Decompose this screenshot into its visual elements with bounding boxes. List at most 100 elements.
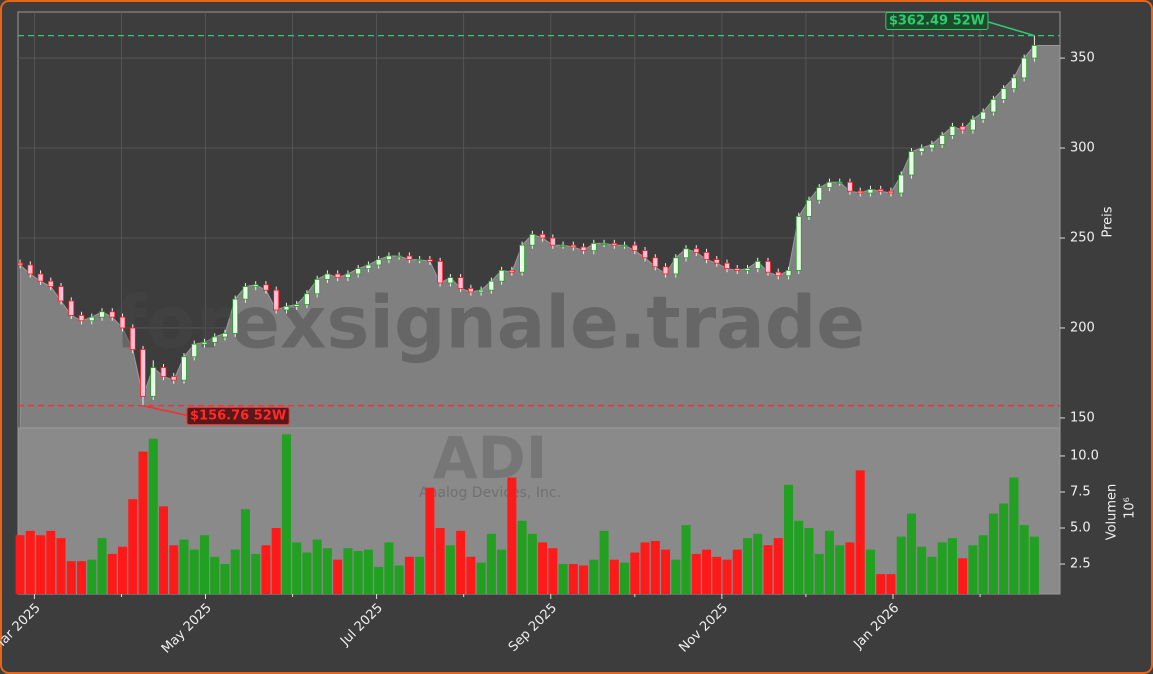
- candle-body: [621, 244, 628, 247]
- volume-bar: [107, 553, 117, 594]
- volume-bar: [230, 549, 240, 594]
- volume-bar: [773, 538, 783, 594]
- volume-bar: [855, 470, 865, 594]
- volume-bar: [435, 528, 445, 594]
- candle-body: [160, 367, 167, 377]
- candle-body: [252, 284, 259, 287]
- volume-bar: [384, 542, 394, 594]
- candle-body: [724, 262, 730, 269]
- volume-bar: [486, 533, 496, 594]
- volume-bar: [333, 559, 343, 594]
- y-tick-label: 300: [1070, 141, 1095, 156]
- candle-body: [201, 341, 208, 345]
- volume-bar: [794, 520, 804, 594]
- candle-body: [765, 260, 771, 273]
- company-watermark: Analog Devices, Inc.: [419, 485, 561, 501]
- volume-bar: [681, 525, 691, 594]
- candle-body: [795, 216, 802, 271]
- volume-bar: [138, 451, 148, 594]
- volume-bar: [824, 530, 834, 594]
- volume-bar: [281, 434, 291, 594]
- candle-body: [150, 367, 157, 397]
- candle-body: [529, 233, 536, 246]
- y2-axis-label: Volumen: [1105, 484, 1120, 541]
- volume-bar: [558, 564, 568, 594]
- volume-bar: [56, 538, 66, 594]
- annotation-label: $362.49 52W: [889, 14, 985, 29]
- volume-bar: [640, 542, 650, 594]
- volume-bar: [353, 551, 363, 594]
- candle-body: [703, 251, 710, 260]
- candle-body: [898, 174, 905, 194]
- candle-body: [570, 244, 577, 248]
- candle-body: [908, 151, 915, 176]
- candle-body: [836, 181, 843, 184]
- candle-body: [78, 314, 85, 322]
- volume-bar: [302, 552, 312, 594]
- volume-bar: [691, 553, 701, 594]
- candle-body: [970, 118, 976, 131]
- candle-body: [877, 189, 884, 192]
- candle-body: [488, 280, 495, 291]
- volume-bar: [445, 545, 455, 594]
- candle-body: [816, 187, 823, 201]
- candle-body: [263, 284, 269, 291]
- candle-body: [437, 260, 444, 284]
- volume-bar: [128, 499, 138, 594]
- candle-body: [170, 376, 177, 381]
- watermark: forexsignale.trade: [115, 281, 865, 365]
- candle-body: [447, 277, 454, 284]
- volume-bar: [1029, 536, 1039, 594]
- y2-tick-label: 5.0: [1070, 521, 1091, 536]
- candle-body: [549, 237, 556, 246]
- volume-bar: [363, 549, 373, 594]
- candle-body: [785, 269, 792, 277]
- candle-body: [683, 248, 689, 259]
- volume-bar: [630, 552, 640, 594]
- volume-bar: [322, 548, 332, 594]
- annotation-box: [186, 407, 290, 425]
- symbol-watermark: ADI: [433, 424, 548, 492]
- volume-bar: [118, 546, 128, 594]
- candle-body: [631, 244, 638, 251]
- volume-bar: [599, 530, 609, 594]
- volume-bar: [415, 556, 425, 594]
- candle-body: [119, 316, 126, 329]
- volume-bar: [947, 538, 957, 594]
- volume-bar: [927, 556, 937, 594]
- candle-body: [324, 273, 331, 280]
- volume-bar: [548, 548, 558, 594]
- candle-body: [693, 248, 700, 253]
- volume-bar: [671, 559, 681, 594]
- volume-bar: [476, 562, 486, 594]
- candle-body: [929, 144, 935, 149]
- volume-bar: [568, 564, 578, 594]
- volume-bar: [97, 538, 107, 594]
- annotation-label: $156.76 52W: [190, 409, 286, 424]
- candle-body: [355, 268, 362, 275]
- candle-body: [273, 289, 280, 311]
- candle-body: [293, 304, 300, 307]
- volume-bar: [763, 545, 773, 594]
- annotation-arrow: [142, 405, 191, 417]
- volume-bar: [988, 513, 998, 594]
- candle-body: [396, 255, 403, 258]
- volume-bar: [978, 535, 988, 594]
- candle-body: [888, 190, 894, 194]
- volume-bar: [1019, 525, 1029, 594]
- volume-bar: [199, 535, 209, 594]
- candle-body: [109, 311, 116, 318]
- volume-bar: [210, 556, 220, 594]
- volume-bar: [609, 559, 619, 594]
- candle-body: [68, 300, 75, 316]
- candle-body: [314, 278, 321, 295]
- volume-bar: [312, 539, 322, 594]
- y2-tick-label: 7.5: [1070, 484, 1091, 499]
- candle-body: [672, 257, 679, 275]
- candle-body: [345, 273, 351, 278]
- candle-body: [283, 305, 290, 311]
- volume-bar: [169, 545, 179, 594]
- candle-body: [806, 199, 812, 217]
- volume-bar: [240, 509, 250, 594]
- candle-body: [47, 280, 54, 287]
